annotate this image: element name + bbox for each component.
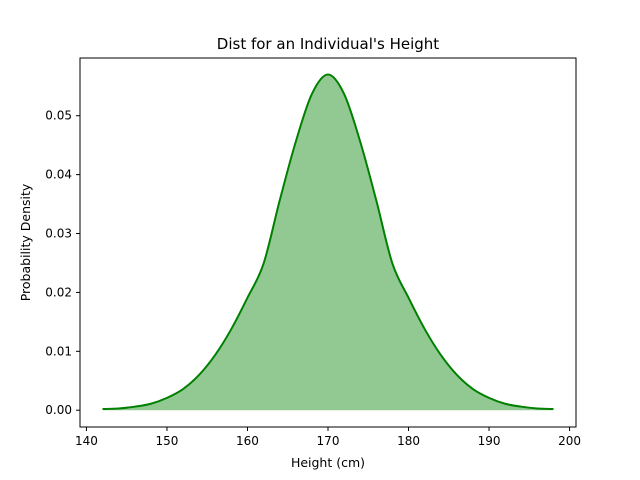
density-line (102, 73, 554, 411)
y-axis-ticks: 0.00 0.01 0.02 0.03 0.04 0.05 (45, 109, 80, 417)
x-tick-label: 150 (156, 434, 179, 448)
y-tick-label: 0.05 (45, 109, 72, 123)
plot-area (102, 73, 554, 411)
x-tick-label: 170 (317, 434, 340, 448)
plot-frame (79, 57, 577, 428)
y-tick-label: 0.03 (45, 227, 72, 241)
y-axis-label: Probability Density (18, 183, 33, 301)
x-axis-label: Height (cm) (291, 455, 365, 470)
x-tick-label: 200 (558, 434, 581, 448)
y-tick-label: 0.02 (45, 285, 72, 299)
y-tick-label: 0.01 (45, 344, 72, 358)
x-tick-label: 140 (75, 434, 98, 448)
x-tick-label: 190 (478, 434, 501, 448)
x-tick-label: 160 (236, 434, 259, 448)
density-fill-area (102, 74, 554, 411)
x-tick-label: 180 (397, 434, 420, 448)
chart-title: Dist for an Individual's Height (217, 35, 440, 53)
y-tick-label: 0.00 (45, 403, 72, 417)
y-tick-label: 0.04 (45, 168, 72, 182)
x-axis-ticks: 140 150 160 170 180 190 200 (75, 427, 581, 448)
